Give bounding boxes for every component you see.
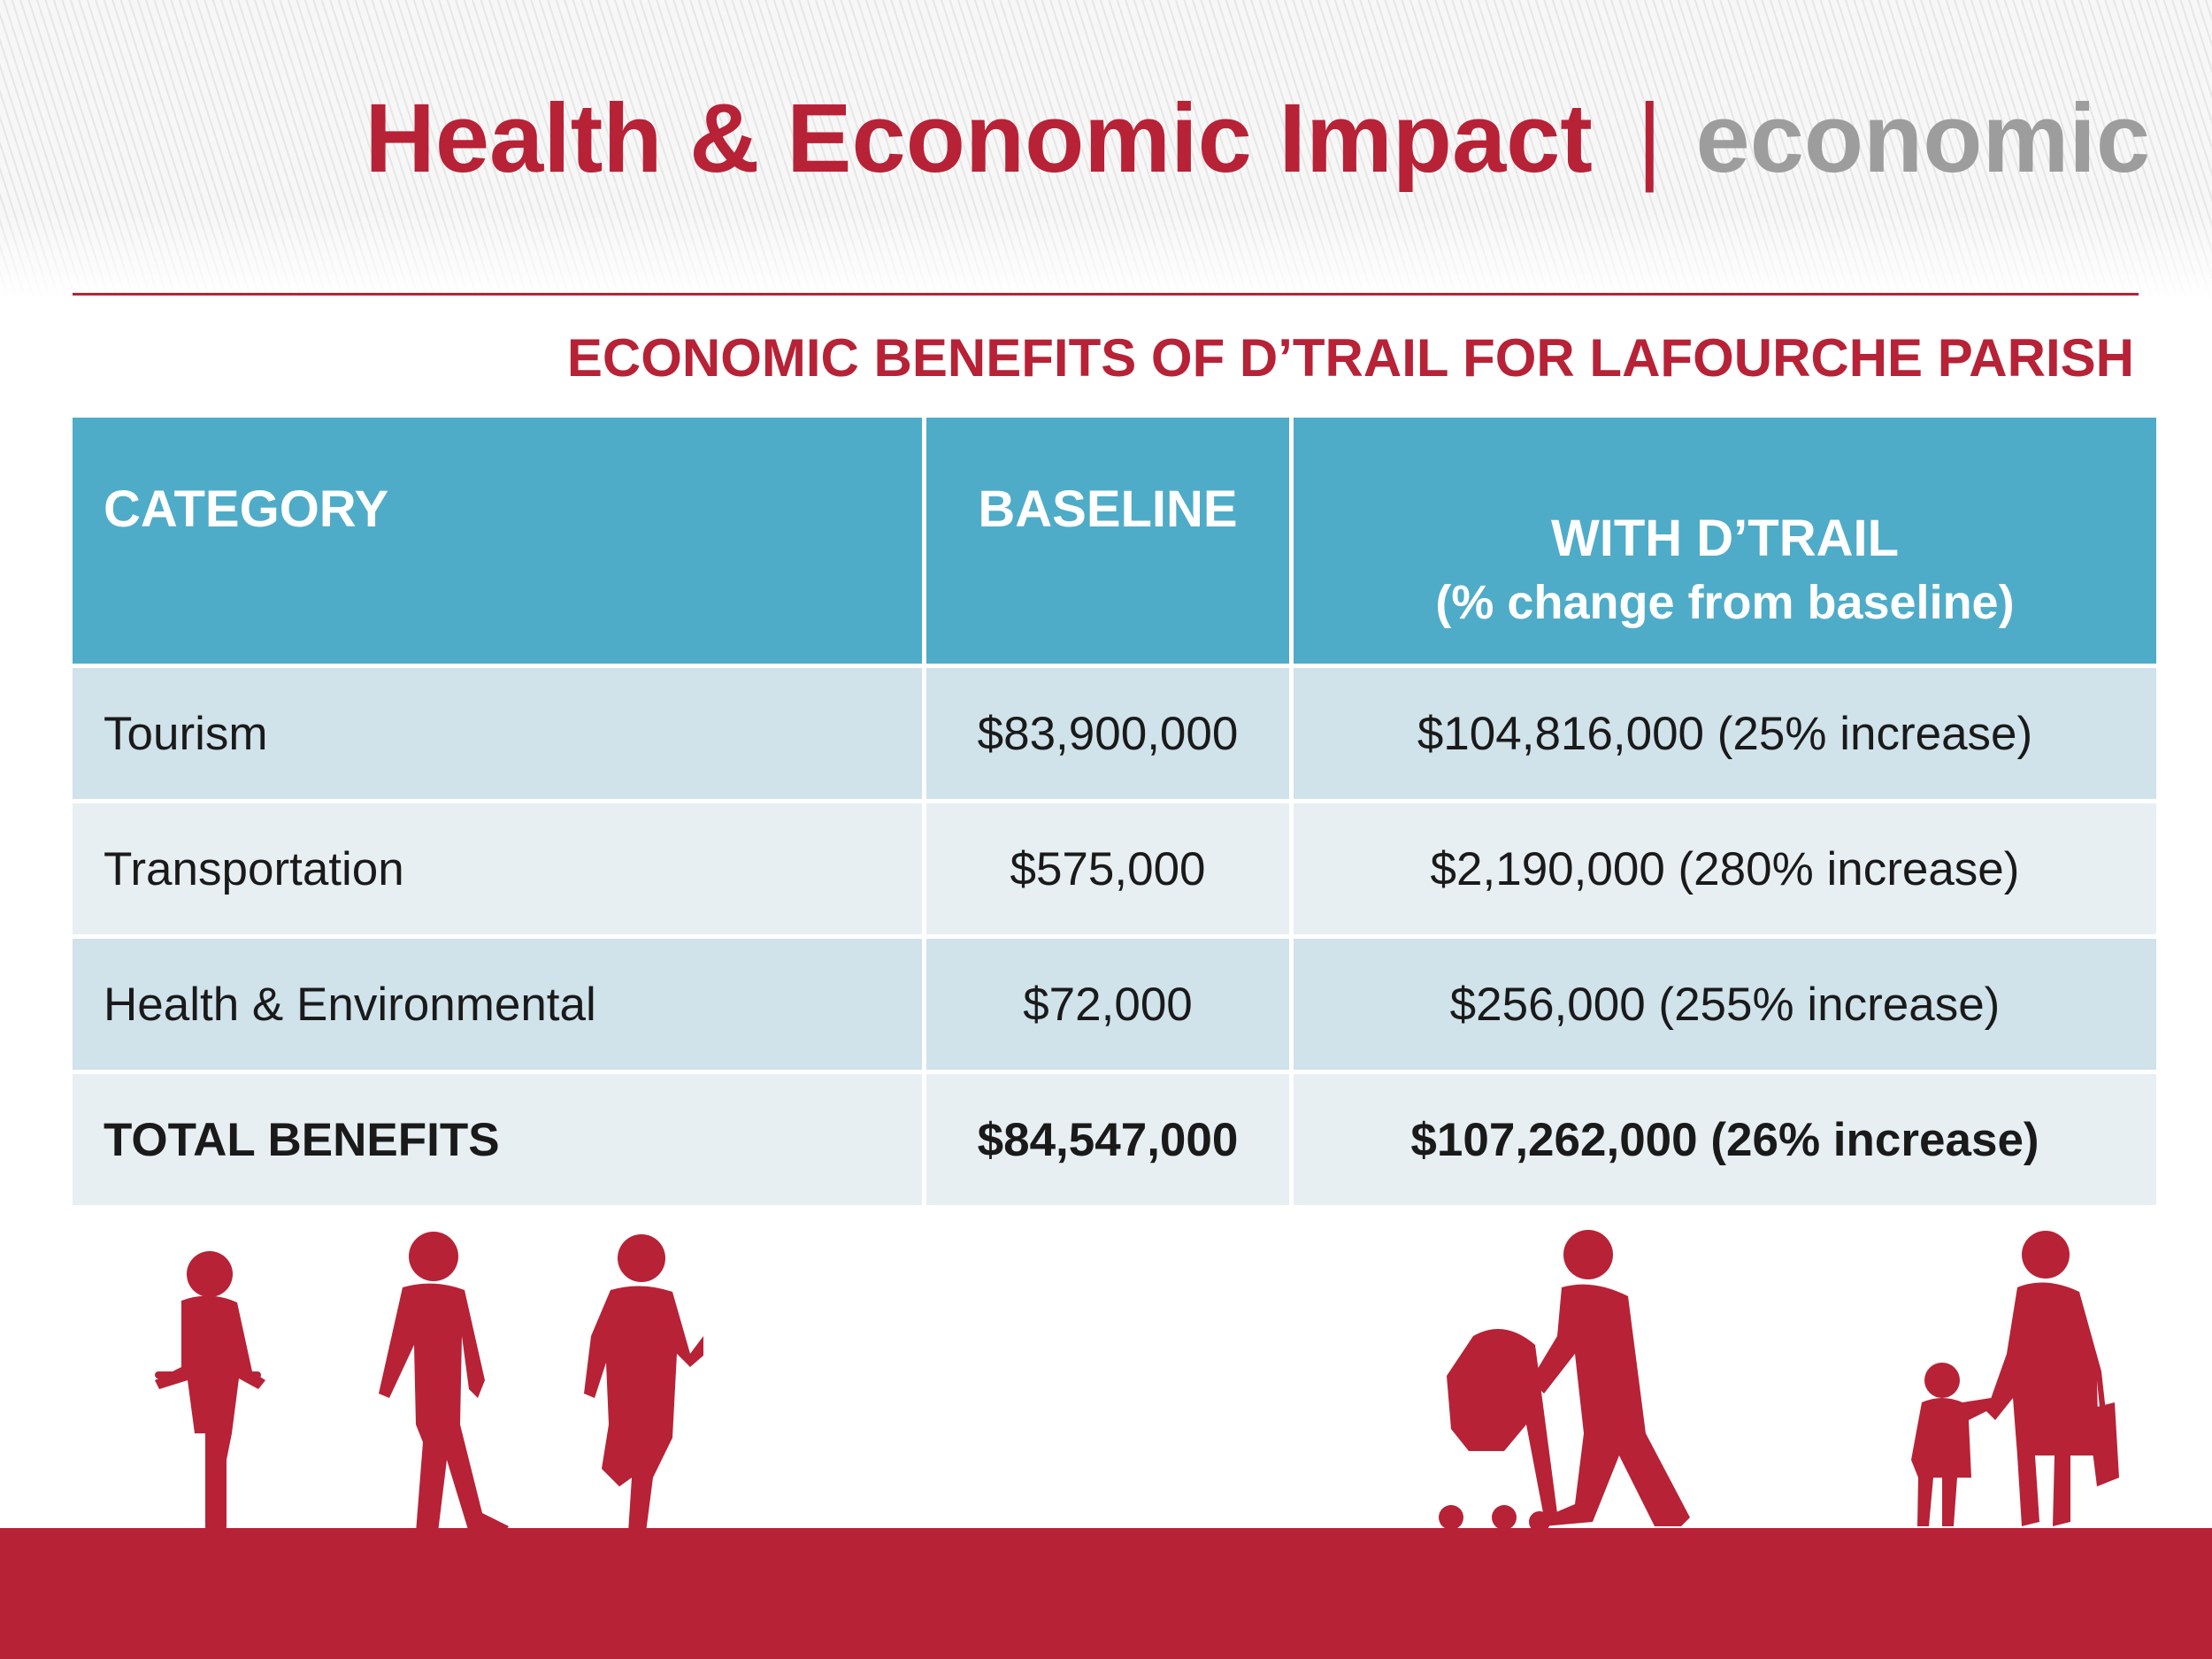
- page-title-section: economic: [1695, 84, 2150, 193]
- title-separator: |: [1636, 84, 1663, 193]
- table-header-row: CATEGORY BASELINE WITH D’TRAIL (% change…: [73, 418, 2156, 664]
- total-baseline: $84,547,000: [922, 1070, 1289, 1205]
- header-fade: [0, 212, 2212, 301]
- title-divider: [73, 293, 2139, 296]
- total-with-trail: $107,262,000 (26% increase): [1289, 1070, 2156, 1205]
- stroller-walker-silhouette: [1439, 1230, 1690, 1532]
- column-header-with-trail: WITH D’TRAIL (% change from baseline): [1289, 418, 2156, 664]
- total-category: TOTAL BENEFITS: [73, 1070, 922, 1205]
- column-header-baseline: BASELINE: [922, 418, 1289, 664]
- woman-with-child-silhouette: [1911, 1231, 2119, 1526]
- runner-silhouette: [584, 1234, 703, 1532]
- row-baseline: $83,900,000: [922, 664, 1289, 799]
- row-with-trail: $2,190,000 (280% increase): [1289, 799, 2156, 934]
- row-with-trail: $104,816,000 (25% increase): [1289, 664, 2156, 799]
- column-header-category: CATEGORY: [73, 418, 922, 664]
- table-title: ECONOMIC BENEFITS OF D’TRAIL FOR LAFOURC…: [566, 328, 2134, 388]
- table-row: Health & Environmental $72,000 $256,000 …: [73, 934, 2156, 1070]
- table-row: Tourism $83,900,000 $104,816,000 (25% in…: [73, 664, 2156, 799]
- trail-users-silhouettes: [155, 1230, 2119, 1535]
- row-baseline: $72,000: [922, 934, 1289, 1070]
- column-header-with-trail-note: (% change from baseline): [1435, 576, 2015, 629]
- row-baseline: $575,000: [922, 799, 1289, 934]
- ground-band: [0, 1528, 2212, 1659]
- table-total-row: TOTAL BENEFITS $84,547,000 $107,262,000 …: [73, 1070, 2156, 1205]
- cyclist-silhouette: [155, 1251, 265, 1535]
- walker-silhouette: [379, 1232, 509, 1532]
- benefits-table: CATEGORY BASELINE WITH D’TRAIL (% change…: [73, 418, 2156, 1205]
- table-row: Transportation $575,000 $2,190,000 (280%…: [73, 799, 2156, 934]
- row-category: Transportation: [73, 799, 922, 934]
- row-category: Tourism: [73, 664, 922, 799]
- row-category: Health & Environmental: [73, 934, 922, 1070]
- row-with-trail: $256,000 (255% increase): [1289, 934, 2156, 1070]
- page-title: Health & Economic Impact | economic: [365, 81, 2150, 196]
- column-header-with-trail-label: WITH D’TRAIL: [1550, 510, 1900, 567]
- page-title-main: Health & Economic Impact: [365, 84, 1593, 193]
